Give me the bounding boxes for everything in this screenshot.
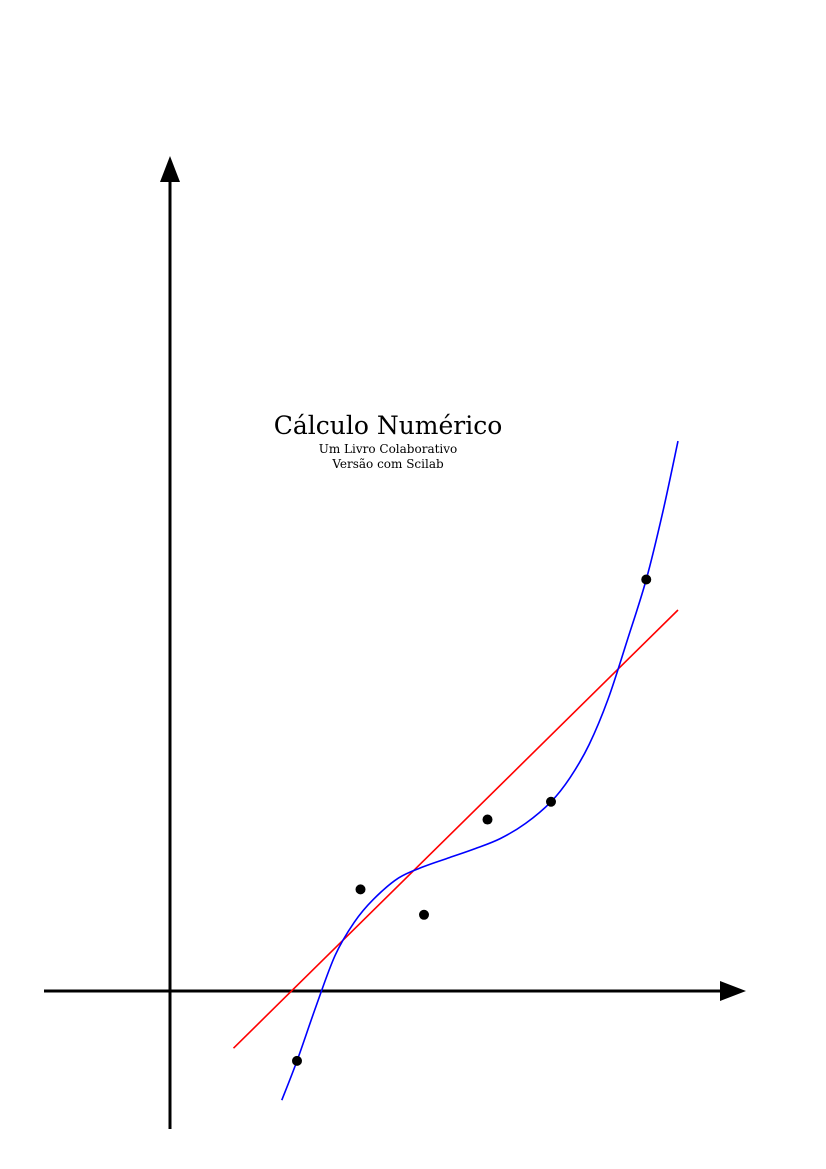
- book-edition: Versão com Scilab: [332, 457, 444, 471]
- data-point-2: [355, 884, 366, 895]
- data-point-6: [641, 574, 652, 585]
- series-layer: [232, 440, 679, 1101]
- interpolating-curve: [281, 440, 679, 1101]
- y-axis-arrowhead: [160, 156, 180, 182]
- data-point-5: [546, 796, 556, 807]
- x-axis-arrowhead: [720, 981, 746, 1001]
- data-point-4: [482, 814, 493, 825]
- axes: [44, 156, 746, 1129]
- book-subtitle: Um Livro Colaborativo: [318, 442, 458, 456]
- data-point-3: [419, 909, 429, 920]
- points-layer: [292, 574, 652, 1066]
- regression-line: [232, 609, 679, 1049]
- data-point-1: [292, 1055, 302, 1066]
- book-title: Cálculo Numérico: [273, 411, 503, 440]
- cover-title-block: Cálculo Numérico Um Livro Colaborativo V…: [238, 410, 538, 472]
